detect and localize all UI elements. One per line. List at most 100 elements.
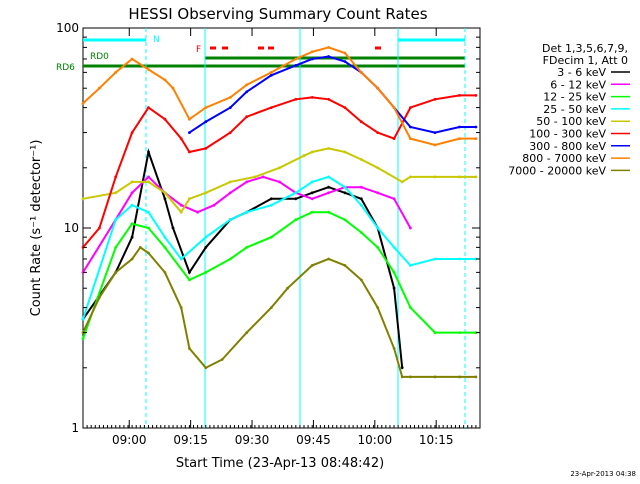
data-point [359,278,363,282]
data-point [392,197,396,201]
data-point [81,102,85,105]
legend-label: 50 - 100 keV [536,115,606,128]
data-point [188,197,191,201]
chart-title: HESSI Observing Summary Count Rates [128,5,427,23]
data-point [392,246,396,249]
data-point [433,331,437,334]
series-layer [81,46,478,379]
data-point [147,150,150,154]
data-point [343,185,347,189]
data-point [343,60,347,63]
data-point [409,125,412,129]
data-point [310,50,314,54]
data-point [474,137,478,141]
data-point [409,375,412,379]
series-3 [81,175,478,321]
data-point [392,106,396,109]
data-point [376,191,380,195]
data-point [327,97,330,101]
data-point [359,120,363,124]
legend-label: 6 - 12 keV [550,78,606,91]
data-point [228,180,232,184]
data-point [310,150,314,154]
data-point [310,180,314,184]
data-point [474,94,478,97]
data-point [98,86,101,90]
x-tick-label: 09:45 [296,433,331,447]
data-point [212,203,216,207]
data-point [409,106,412,109]
data-point [245,180,249,184]
data-point [188,347,191,350]
data-point [310,210,314,214]
data-point [327,175,330,179]
data-point [327,55,330,58]
data-point [294,64,298,67]
x-tick-label: 09:30 [235,433,270,447]
x-tick-label: 10:00 [358,433,393,447]
data-point [409,264,412,267]
data-point [163,235,167,239]
data-point [294,191,298,195]
data-point [147,68,150,71]
series-8 [81,246,478,379]
data-point [163,271,167,274]
data-point [138,246,142,249]
data-point [327,257,330,261]
data-point [294,218,298,222]
data-point [245,83,249,87]
data-point [400,180,404,184]
data-point [359,231,363,234]
data-point [359,71,363,74]
legend-label: 12 - 25 keV [543,91,606,104]
axes-frame [82,27,481,429]
data-point [261,175,265,179]
data-point [269,203,273,207]
data-point [474,375,478,379]
data-point [409,175,412,179]
data-point [163,246,167,249]
series-line [82,94,476,249]
data-point [327,147,330,150]
legend-label: 300 - 800 keV [529,140,606,153]
data-point [474,257,478,261]
data-point [433,375,437,379]
data-point [343,106,347,109]
series-line [82,46,476,147]
flag-bars: RD0 RD6 N F [56,28,466,428]
series-line [82,246,476,378]
data-point [228,106,232,109]
plot-frame [82,27,481,429]
data-point [286,286,289,290]
data-point [400,375,404,379]
series-line [82,147,476,214]
data-point [114,191,118,195]
data-point [228,96,232,99]
data-point [179,203,183,207]
data-point [392,347,396,350]
data-point [278,180,281,184]
data-point [433,257,437,261]
y-tick-label: 100 [56,21,79,35]
data-point [474,331,478,334]
data-point [81,317,85,321]
data-point [245,115,249,119]
series-2 [81,210,478,340]
data-point [310,96,314,99]
data-point [327,191,330,195]
data-point [130,191,134,195]
data-point [359,197,363,201]
data-point [245,90,249,94]
data-point [278,166,281,170]
data-point [163,78,167,82]
data-point [245,210,249,214]
data-point [228,131,232,135]
data-point [130,131,134,135]
series-line [82,175,412,273]
data-point [343,191,347,195]
data-point [458,331,461,334]
data-point [147,251,150,255]
data-point [188,131,191,135]
